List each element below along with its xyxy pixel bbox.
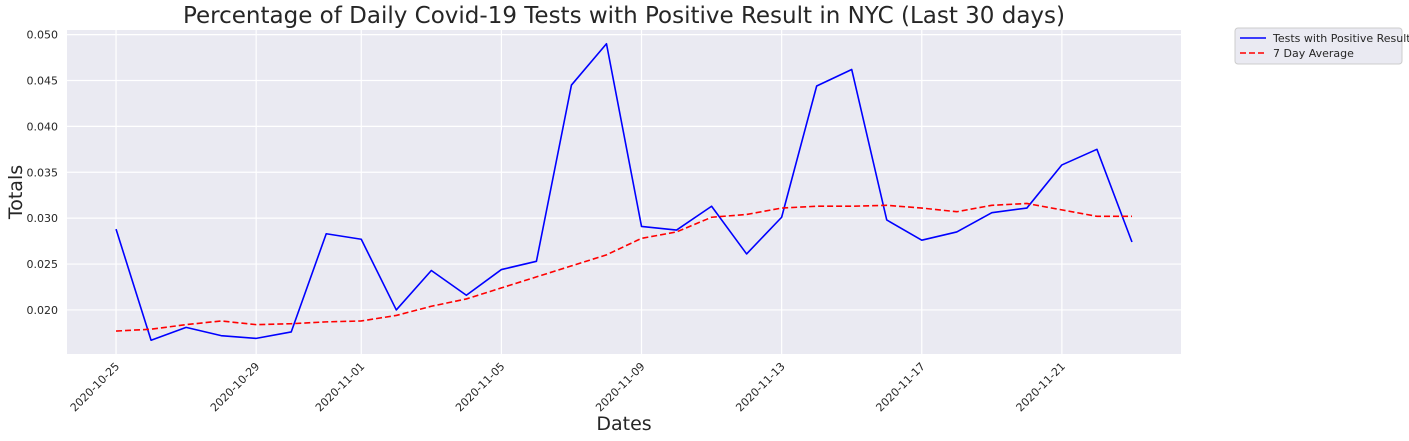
y-tick-label: 0.025	[27, 258, 59, 271]
x-tick-label: 2020-11-13	[733, 360, 787, 414]
x-tick-label: 2020-11-17	[873, 360, 927, 414]
series-line-average	[115, 202, 1132, 332]
y-tick-label: 0.035	[27, 166, 59, 179]
x-tick-label: 2020-10-25	[68, 360, 122, 414]
legend-label-positive: Tests with Positive Result	[1272, 32, 1409, 45]
x-axis-label: Dates	[596, 413, 651, 435]
legend-label-average: 7 Day Average	[1273, 47, 1354, 60]
x-tick-label: 2020-11-01	[313, 360, 367, 414]
y-tick-label: 0.045	[27, 74, 59, 87]
plot-background	[67, 30, 1181, 354]
y-tick-label: 0.040	[27, 120, 59, 133]
y-axis: 0.020 0.025 0.030 0.035 0.040 0.045 0.050	[27, 29, 59, 317]
y-axis-label: Totals	[5, 165, 27, 220]
chart-title: Percentage of Daily Covid-19 Tests with …	[183, 3, 1065, 29]
x-tick-label: 2020-11-21	[1014, 360, 1068, 414]
grid	[67, 30, 1181, 354]
x-axis: 2020-10-25 2020-10-29 2020-11-01 2020-11-05…	[68, 360, 1068, 414]
y-tick-label: 0.030	[27, 212, 59, 225]
series-layer	[115, 42, 1133, 342]
y-tick-label: 0.050	[27, 29, 59, 42]
legend: Tests with Positive Result 7 Day Average	[1234, 27, 1409, 65]
x-tick-label: 2020-10-29	[208, 360, 262, 414]
y-tick-label: 0.020	[27, 304, 59, 317]
x-tick-label: 2020-11-09	[593, 360, 647, 414]
x-tick-label: 2020-11-05	[453, 360, 507, 414]
legend-box	[1234, 27, 1403, 65]
series-line-positive	[115, 42, 1133, 342]
